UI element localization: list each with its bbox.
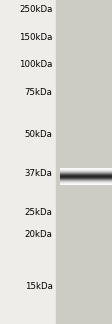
Text: 150kDa: 150kDa (19, 33, 53, 42)
Bar (56, 0, 112, 324)
Text: 15kDa: 15kDa (25, 282, 53, 291)
Text: 100kDa: 100kDa (19, 60, 53, 69)
Text: 250kDa: 250kDa (19, 5, 53, 14)
Text: 75kDa: 75kDa (25, 88, 53, 97)
Text: 37kDa: 37kDa (25, 169, 53, 178)
Text: 50kDa: 50kDa (25, 130, 53, 139)
Text: 25kDa: 25kDa (25, 208, 53, 217)
Text: 20kDa: 20kDa (25, 230, 53, 239)
